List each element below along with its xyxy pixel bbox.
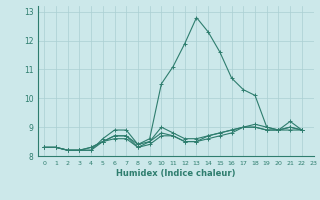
X-axis label: Humidex (Indice chaleur): Humidex (Indice chaleur) [116, 169, 236, 178]
